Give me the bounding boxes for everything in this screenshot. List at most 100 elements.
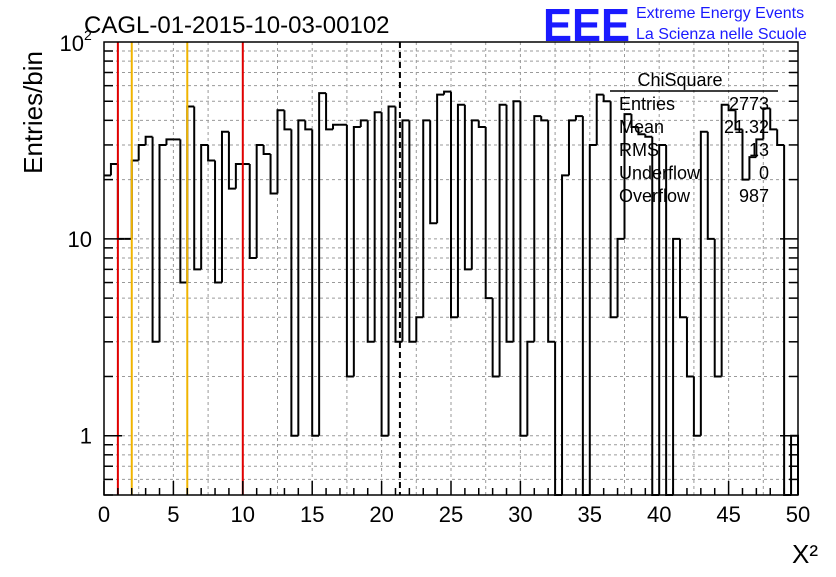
logo-line-2: La Scienza nelle Scuole [636,26,807,43]
histogram-bin [526,340,535,436]
histogram-bin [672,237,681,495]
x-tick-label: 5 [167,502,179,527]
x-tick-label: 45 [716,502,740,527]
histogram-bin [540,116,549,122]
histogram-bin [165,138,174,145]
histogram-bin [484,127,493,300]
x-tick-label: 20 [369,502,393,527]
histogram-bin [422,119,431,318]
stats-label-rms: RMS [619,140,659,160]
stats-box: ChiSquare Entries 2773 Mean 21.32 RMS 13… [610,70,778,206]
stats-value-underflow: 0 [759,163,769,183]
histogram-bin [345,124,354,378]
histogram-bin [623,113,632,239]
histogram-bin [630,114,639,129]
histogram-bin [637,127,646,136]
histogram-bin [679,238,687,319]
histogram-bin [207,144,216,162]
histogram-bin [415,316,424,342]
stats-label-underflow: Underflow [619,163,701,183]
histogram-bin [505,104,514,343]
histogram-bin [470,119,479,270]
histogram-bin [616,237,625,318]
histogram-bin [547,120,556,343]
histogram-bin [574,115,583,121]
y-axis-label: Entries/bin [18,51,48,174]
histogram-bin [109,163,118,176]
histogram-bin [359,119,368,128]
histogram-bin [567,119,576,176]
y-tick-label: 10 [68,227,92,252]
stats-title: ChiSquare [637,70,722,90]
histogram-bin [609,101,618,319]
x-tick-label: 0 [98,502,110,527]
grid-lines [104,42,798,496]
histogram-bin [477,120,486,129]
x-tick-label: 15 [300,502,324,527]
x-tick-label: 35 [578,502,602,527]
histogram-bin [658,143,667,495]
histogram-bin [283,110,292,131]
stats-label-entries: Entries [619,94,675,114]
x-tick-label: 30 [508,502,532,527]
histogram-bin [685,317,694,378]
histogram-bin [276,109,285,194]
histogram-bin [519,101,528,437]
x-axis-label: X² [792,539,818,569]
histogram-bin [463,104,472,271]
histogram-bin [533,115,542,342]
histogram-bin [595,93,604,145]
histogram-bin [734,110,743,131]
histogram-bin [255,143,264,258]
stats-label-overflow: Overflow [619,186,691,206]
histogram-bin [588,143,597,495]
histogram-bin [234,163,243,189]
histogram-bin [762,107,771,140]
histogram-bin [769,108,778,131]
histogram-bin [443,90,451,95]
histogram-bin [193,106,202,271]
histogram-bin [387,105,396,436]
histogram-bin [220,130,229,283]
y-tick-exponent: 2 [84,27,92,43]
histogram-bin [137,143,146,161]
x-tick-label: 25 [439,502,463,527]
histogram-bin [713,238,722,378]
histogram-bin [332,123,340,130]
histogram-bin [644,134,653,138]
histogram-bin [248,164,257,259]
logo-mark: EEE [543,0,630,51]
histogram-bin [318,92,327,436]
histogram-bin [498,103,507,377]
histogram-bin [394,106,403,343]
y-tick-label: 10 [60,31,84,56]
histogram-bin [179,139,188,284]
histogram-bin [727,104,736,112]
histogram-bin [297,119,306,436]
histogram-bin [144,135,153,145]
histogram-bin [158,143,167,342]
histogram-bin [408,120,417,343]
histogram-bin [602,94,611,103]
histogram-bin [325,93,334,131]
x-tick-label: 10 [231,502,255,527]
logo-line-1: Extreme Energy Events [636,5,804,22]
histogram-bin [456,103,465,318]
histogram-bin [491,298,500,378]
stats-value-entries: 2773 [729,94,769,114]
stats-value-mean: 21.32 [724,117,769,137]
histogram-bin [706,131,715,240]
histogram-bin [561,174,569,495]
histogram-bin [380,112,389,437]
histogram-bin [755,138,764,158]
histogram-bin [200,143,209,270]
histogram-bin [269,153,278,195]
histogram-bin [151,136,160,343]
histogram-bin [450,91,458,319]
histogram-bin [720,103,729,377]
threshold-lines [116,42,401,495]
histogram-bin [227,131,236,190]
